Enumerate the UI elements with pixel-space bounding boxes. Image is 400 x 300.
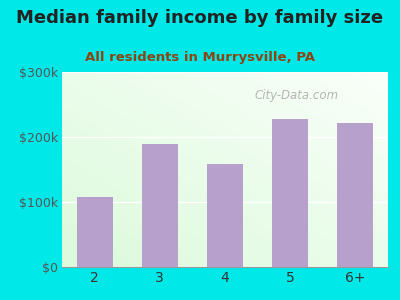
Text: Median family income by family size: Median family income by family size [16, 9, 384, 27]
Bar [77, 197, 112, 267]
Bar [207, 164, 243, 267]
Text: City-Data.com: City-Data.com [255, 89, 339, 102]
Bar [142, 143, 178, 267]
Bar [272, 119, 308, 267]
Bar [338, 123, 373, 267]
Text: All residents in Murrysville, PA: All residents in Murrysville, PA [85, 51, 315, 64]
